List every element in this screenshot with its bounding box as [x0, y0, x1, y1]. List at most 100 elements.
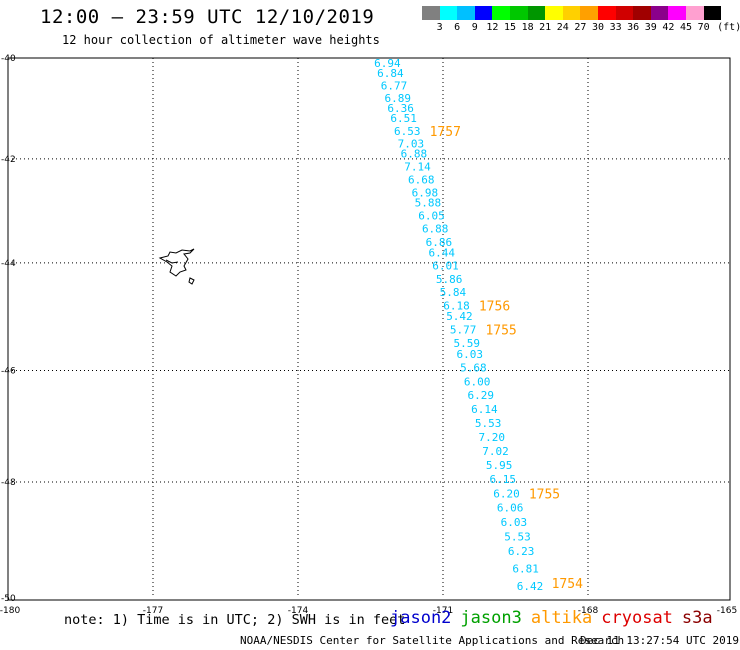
legend-label: 42	[662, 22, 675, 33]
wave-height-label: 6.88	[401, 148, 428, 161]
wave-height-label: 6.03	[456, 348, 483, 361]
time-label: 1755	[529, 487, 560, 502]
wave-height-label: 5.95	[486, 459, 513, 472]
longitude-tick-label: -180	[0, 606, 20, 616]
wave-height-label: 6.00	[464, 375, 491, 388]
latitude-tick-label: -48	[1, 478, 16, 488]
legend-swatch	[422, 6, 440, 20]
legend-label: 15	[503, 22, 517, 33]
legend-swatch	[492, 6, 510, 20]
map-grid	[8, 58, 730, 598]
legend-label: 18	[521, 22, 534, 33]
legend-swatch	[685, 6, 704, 20]
satellite-name: cryosat	[601, 608, 673, 628]
axis-tick-labels: -180 -177 -174 -171 -168 -165 -40 -42 -44 -46 -48 -…	[0, 54, 737, 616]
legend-label: 36	[627, 22, 640, 33]
wave-height-label: 6.88	[422, 223, 449, 236]
legend-swatch	[509, 6, 528, 20]
wave-height-label: 6.15	[490, 473, 517, 486]
legend-label: 45	[679, 22, 693, 33]
legend-swatch	[562, 6, 581, 20]
latitude-tick-label: -40	[1, 54, 16, 64]
wave-height-label: 7.02	[482, 445, 509, 458]
longitude-tick-label: -174	[288, 606, 309, 616]
wave-height-label: 6.03	[501, 516, 528, 529]
wave-height-label: 6.01	[432, 259, 459, 272]
wave-height-label: 6.18	[443, 299, 470, 312]
wave-height-label: 6.77	[381, 79, 408, 92]
wave-height-label: 7.03	[398, 137, 425, 150]
wave-height-label: 6.29	[468, 389, 495, 402]
time-label: 1754	[552, 577, 583, 592]
longitude-tick-label: -168	[578, 606, 599, 616]
legend-swatch	[457, 6, 475, 20]
wave-height-label: 6.94	[374, 57, 401, 70]
legend-swatch	[668, 6, 686, 20]
longitude-tick-label: -171	[433, 606, 453, 616]
wave-height-label: 6.81	[512, 563, 539, 576]
legend-swatch	[527, 6, 546, 20]
color-scale-labels: 3 6 9 12 15 18 21 24 27 30 33 36 39 42 45 70 (ft)	[422, 22, 740, 34]
wave-height-label: 6.44	[429, 246, 456, 259]
wave-height-label: 6.68	[408, 173, 435, 186]
legend-swatch	[703, 6, 722, 20]
legend-swatch	[597, 6, 616, 20]
wave-height-label: 6.53	[394, 125, 421, 138]
legend-swatch	[545, 6, 563, 20]
track-time-labels: 1757 1756 1755 1755 1754	[430, 125, 583, 592]
wave-height-label: 6.89	[384, 92, 411, 105]
wave-height-label: 6.42	[517, 580, 544, 593]
wave-height-label: 6.06	[497, 502, 524, 515]
wave-height-label: 6.14	[471, 403, 498, 416]
legend-swatch	[580, 6, 598, 20]
legend-label: 9	[471, 22, 478, 33]
latitude-tick-label: -42	[1, 155, 16, 165]
credit-line: NOAA/NESDIS Center for Satellite Applica…	[240, 634, 625, 647]
wave-height-label: 6.86	[426, 236, 453, 249]
wave-height-label: 6.84	[377, 67, 404, 80]
time-label: 1755	[485, 324, 516, 339]
satellite-name: s3a	[681, 608, 713, 628]
legend-label: 33	[609, 22, 622, 33]
legend-label: 27	[574, 22, 587, 33]
legend-label: (ft)	[717, 22, 740, 33]
wave-height-label: 5.59	[454, 337, 481, 350]
wave-height-label: 5.42	[446, 310, 473, 323]
wave-height-label: 6.98	[412, 186, 439, 199]
island-outline	[158, 248, 195, 285]
longitude-tick-label: -165	[717, 606, 737, 616]
satellite-name: altika	[530, 608, 593, 628]
legend-swatch	[474, 6, 493, 20]
satellite-name: jason2	[390, 608, 452, 628]
latitude-tick-label: -50	[1, 594, 16, 604]
wave-height-label: 5.88	[415, 197, 442, 210]
wave-height-label: 5.86	[436, 273, 463, 286]
legend-label: 70	[697, 22, 710, 33]
satellite-legend: jason2 jason3 altika cryosat s3a	[390, 608, 722, 628]
legend-label: 21	[539, 22, 552, 33]
footnote: note: 1) Time is in UTC; 2) SWH is in fe…	[64, 612, 406, 628]
time-label: 1756	[479, 299, 510, 314]
legend-swatch	[439, 6, 458, 20]
legend-swatch	[650, 6, 669, 20]
map-subtitle: 12 hour collection of altimeter wave hei…	[62, 33, 380, 47]
wave-height-label: 5.68	[460, 362, 487, 375]
generation-timestamp: Dec 11 13:27:54 UTC 2019	[580, 634, 739, 647]
legend-swatch	[615, 6, 634, 20]
wave-height-label: 5.53	[475, 417, 502, 430]
legend-swatch	[633, 6, 651, 20]
legend-label: 39	[644, 22, 657, 33]
wave-height-label: 6.36	[387, 102, 414, 115]
map-title: 12:00 — 23:59 UTC 12/10/2019	[40, 6, 375, 28]
legend-label: 24	[556, 22, 569, 33]
legend-label: 30	[591, 22, 605, 33]
wave-height-label: 5.53	[504, 531, 531, 544]
wave-height-label: 7.20	[479, 431, 506, 444]
latitude-tick-label: -46	[1, 366, 16, 376]
legend-label: 3	[436, 22, 443, 33]
wave-height-label: 6.51	[390, 112, 417, 125]
map-frame	[7, 57, 731, 601]
color-scale-legend	[422, 6, 722, 20]
legend-label: 6	[454, 22, 461, 33]
